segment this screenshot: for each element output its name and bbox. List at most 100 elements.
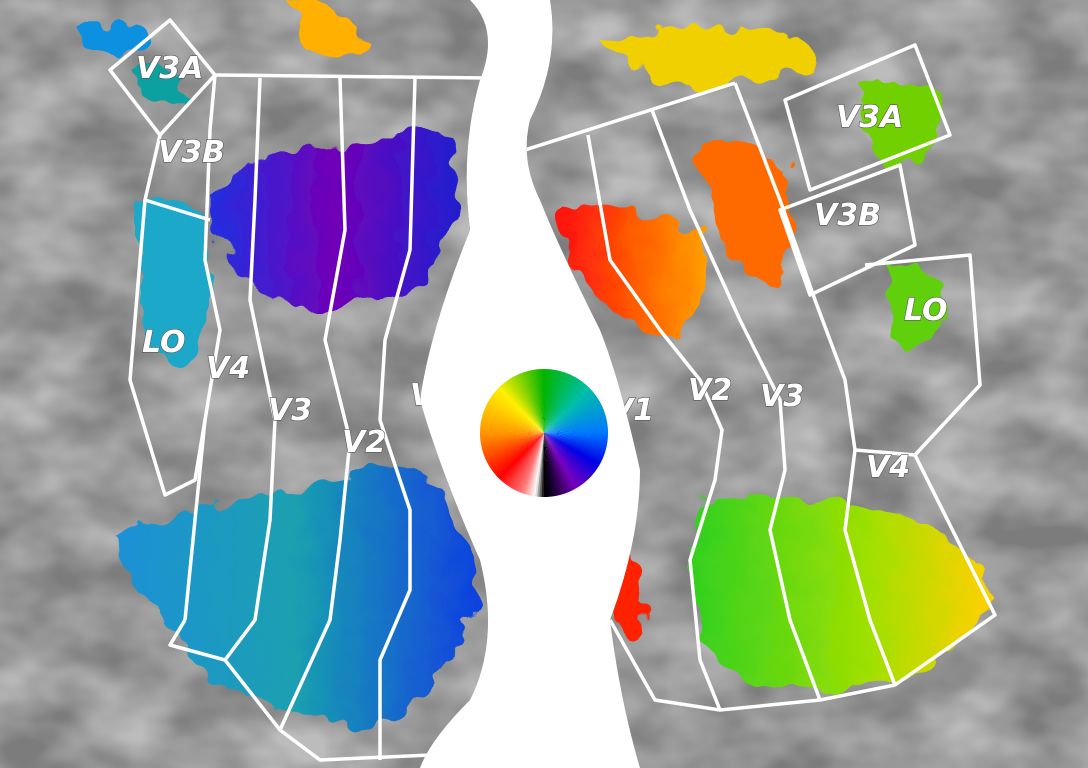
color-wheel-wedge — [501, 383, 544, 433]
color-wheel-wedge — [544, 419, 608, 433]
color-wheel-wedge — [502, 382, 544, 433]
color-wheel-wedge — [544, 433, 564, 495]
color-wheel-wedge — [496, 433, 544, 478]
label-v3-right: V3 — [760, 379, 804, 414]
roi-boundaries-left — [108, 18, 488, 762]
color-wheel-wedge — [544, 411, 605, 433]
color-wheel-wedge — [524, 371, 544, 433]
lower-overlay-right — [690, 496, 990, 690]
color-wheel-wedge — [544, 433, 556, 497]
color-wheel-wedge — [481, 433, 544, 451]
right-hemisphere-flatmap: V3A V3B LO V4 V3 V2 V1 — [526, 0, 1088, 768]
color-wheel-wedge — [504, 380, 544, 433]
color-wheel-wedge — [544, 433, 598, 471]
color-wheel-wedge — [544, 383, 588, 433]
color-wheel-wedge — [537, 369, 544, 433]
top-overlay-right — [600, 26, 820, 91]
top-overlay-left — [290, 0, 370, 58]
color-wheel-wedge — [544, 433, 591, 480]
color-wheel-wedge — [499, 385, 544, 433]
upper-overlay-right — [560, 207, 707, 332]
color-wheel-wedge — [490, 395, 544, 433]
color-wheel-wedge — [544, 433, 566, 494]
activation-overlay-right — [560, 26, 990, 690]
color-wheel-wedge — [489, 433, 544, 469]
color-wheel-wedge — [544, 433, 573, 492]
color-wheel-wedge — [544, 433, 582, 487]
color-wheel-wedge — [532, 369, 544, 433]
color-wheel-wedge — [544, 428, 608, 433]
label-lo-left: LO — [142, 325, 186, 360]
color-wheel-wedge — [544, 433, 562, 496]
color-wheel-wedge — [487, 433, 544, 465]
color-wheel-wedge — [544, 430, 609, 434]
color-wheel-wedge — [481, 433, 544, 449]
color-wheel-wedge — [544, 433, 560, 496]
color-wheel-wedge — [544, 374, 573, 433]
color-wheel-wedge — [499, 433, 544, 481]
color-wheel-wedge — [544, 433, 600, 468]
color-wheel-wedge — [544, 433, 594, 477]
color-wheel-wedge — [480, 433, 544, 447]
color-wheel-wedge — [544, 402, 602, 433]
color-wheel-wedge — [544, 433, 601, 466]
color-wheel-wedge — [544, 433, 576, 490]
color-wheel-wedge — [544, 433, 553, 497]
color-wheel-wedge — [492, 393, 544, 433]
activation-overlay-left — [80, 0, 480, 727]
color-wheel-wedge — [544, 415, 607, 433]
color-wheel-wedge — [489, 396, 544, 433]
color-wheel-wedge — [544, 433, 580, 488]
v3b-boundary-right — [778, 163, 917, 297]
lo-boundary-left — [128, 199, 207, 497]
color-wheel-wedge — [513, 375, 544, 433]
label-v4-left: V4 — [206, 351, 250, 386]
color-wheel-wedge — [517, 373, 544, 433]
color-wheel-wedge — [544, 433, 602, 464]
color-wheel-wedge — [480, 433, 544, 440]
color-wheel-wedge — [515, 374, 544, 433]
color-wheel-wedge — [500, 433, 544, 483]
v2-boundary-right — [586, 134, 724, 711]
color-wheel-wedge — [484, 433, 544, 460]
color-wheel-wedge — [544, 399, 600, 433]
v2-v1-boundary-left — [278, 77, 352, 731]
color-wheel-wedge — [506, 433, 544, 487]
color-wheel-wedge — [544, 433, 587, 483]
lower-overlay-left — [110, 467, 480, 727]
color-wheel-wedge — [480, 433, 544, 438]
color-wheel-wedge — [544, 375, 575, 433]
label-v3b-right: V3B — [814, 198, 881, 233]
color-wheel-wedge — [506, 379, 544, 433]
color-wheel-wedge — [530, 369, 544, 433]
color-wheel-wedge — [486, 402, 544, 433]
color-wheel-wedge — [544, 409, 605, 433]
label-v4-right: V4 — [866, 450, 910, 485]
label-lo-right: LO — [904, 293, 948, 328]
color-wheel-wedge — [544, 433, 578, 489]
bottom-boundary-left — [168, 619, 431, 762]
color-wheel-wedge — [544, 433, 589, 481]
color-wheel-wedge — [544, 433, 568, 494]
lo-overlay-left — [140, 198, 213, 362]
bottom-boundary-right — [608, 454, 997, 712]
color-wheel-wedge — [480, 433, 544, 442]
label-v2-left: V2 — [342, 425, 386, 460]
color-wheel-wedge — [496, 388, 544, 433]
roi-labels-left: V3A V3B LO V4 V3 V2 V1 — [135, 50, 454, 460]
v3a-overlay-left — [80, 22, 150, 54]
color-wheel-wedge — [544, 433, 603, 462]
color-wheel-wedge — [544, 426, 608, 433]
color-wheel-wedge — [535, 369, 544, 433]
color-wheel-wedge — [544, 404, 603, 433]
v2-v3-boundary-right — [650, 109, 822, 701]
label-v3a-right: V3A — [836, 100, 903, 135]
label-v3-left: V3 — [268, 393, 312, 428]
color-wheel-wedge — [488, 398, 544, 433]
v3a-boundary-right — [783, 43, 952, 192]
color-wheel-wedge — [494, 433, 544, 476]
color-wheel-wedge — [526, 370, 544, 433]
color-wheel-wedge — [544, 433, 575, 491]
color-wheel-wedge — [544, 395, 598, 433]
top-boundary-left — [214, 73, 488, 80]
